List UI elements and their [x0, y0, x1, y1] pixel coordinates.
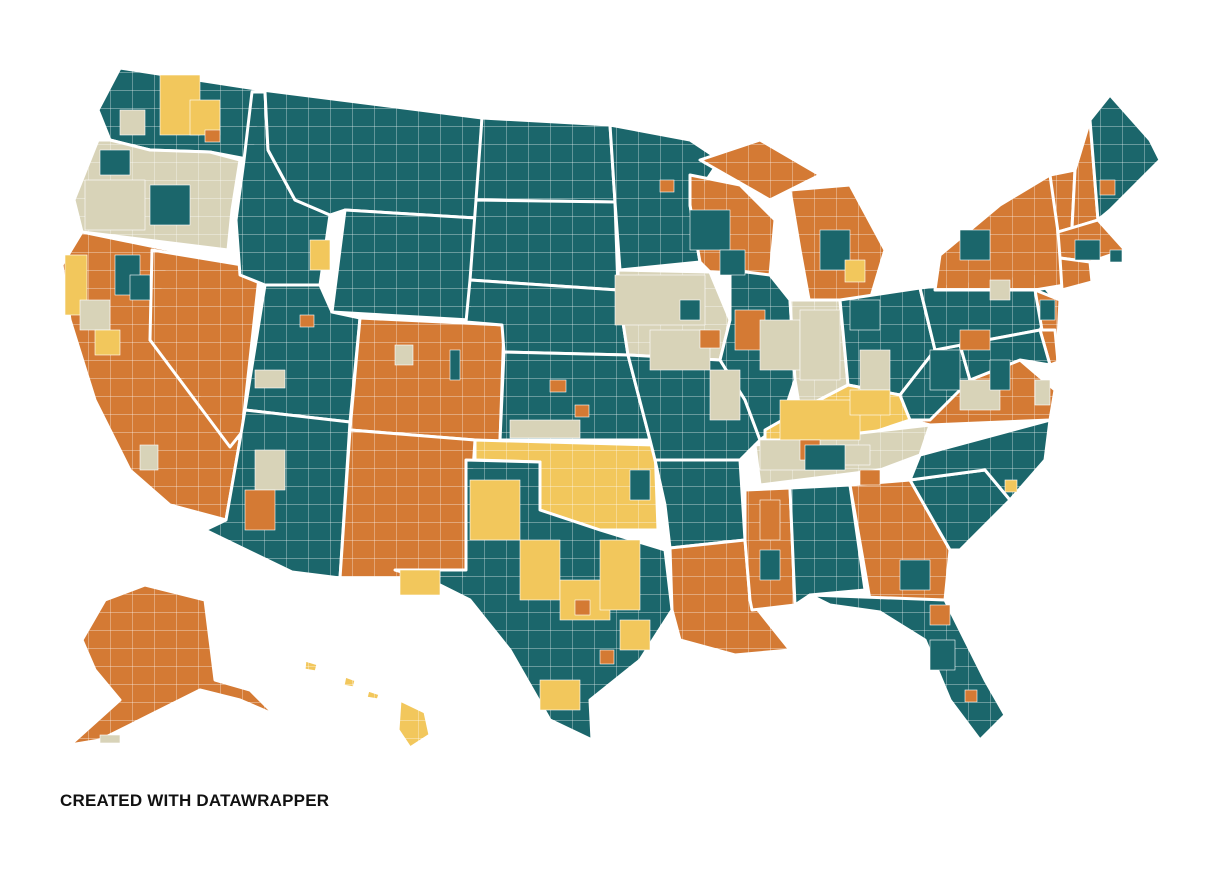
county-lines-vt [1050, 170, 1075, 232]
county-lines-ks [500, 352, 650, 440]
county-lines-az [205, 410, 350, 578]
county-lines-me [1090, 95, 1160, 220]
county-patch [539, 679, 581, 711]
county-patch [899, 559, 931, 591]
county-patch [629, 469, 651, 501]
county-patch [799, 309, 841, 381]
county-patch [679, 299, 701, 321]
county-lines-nm [340, 430, 475, 578]
county-patch [959, 229, 991, 261]
county-patch [254, 369, 286, 389]
county-patch [989, 279, 1011, 301]
county-patch [244, 489, 276, 531]
county-patch [819, 229, 851, 271]
county-lines-ne [466, 280, 628, 355]
county-patch [719, 249, 746, 276]
county-patch [309, 239, 331, 271]
us-county-choropleth-map [60, 66, 1162, 750]
county-patch [849, 389, 891, 416]
county-patch [689, 209, 731, 251]
county-patch [659, 179, 675, 193]
county-patch [299, 314, 315, 328]
county-patch [844, 259, 866, 283]
county-patch [129, 274, 151, 301]
county-patch [759, 549, 781, 581]
county-patch [599, 539, 641, 611]
county-patch [509, 419, 581, 439]
county-patch [574, 599, 591, 616]
county-patch [399, 569, 441, 596]
county-patch [84, 179, 146, 231]
county-lines-co [350, 318, 504, 442]
county-patch [759, 499, 781, 541]
county-patch [709, 369, 741, 421]
county-patch [929, 349, 961, 391]
county-lines-sc [910, 470, 1010, 550]
county-lines-fl [810, 595, 1005, 740]
county-patch [804, 444, 846, 471]
county-patch [1074, 239, 1101, 261]
county-patch [519, 539, 561, 601]
county-patch [599, 649, 615, 665]
county-lines-ct [1060, 258, 1092, 290]
county-lines-nh [1072, 120, 1098, 228]
county-patch [99, 734, 121, 744]
county-patch [699, 329, 721, 349]
county-patch [394, 344, 414, 366]
county-patch [1034, 379, 1051, 406]
county-patch [849, 299, 881, 331]
county-patch [959, 329, 991, 351]
county-patch [449, 349, 461, 381]
county-lines-id [236, 92, 330, 285]
county-patch [469, 479, 521, 541]
county-patch [149, 184, 191, 226]
county-patch [964, 689, 978, 703]
datawrapper-credit: CREATED WITH DATAWRAPPER [60, 791, 330, 810]
county-lines-al [790, 485, 865, 605]
county-lines-wy [332, 210, 476, 320]
county-patch [79, 299, 111, 331]
county-lines-la [670, 540, 790, 655]
county-patch [929, 639, 956, 671]
county-patch [254, 449, 286, 491]
county-patch [549, 379, 567, 393]
county-patch [99, 149, 131, 176]
county-patch [759, 319, 801, 371]
county-lines-hi [304, 660, 430, 748]
county-lines-pa [920, 275, 1055, 350]
county-lines-ms [745, 488, 795, 610]
county-patch [859, 349, 891, 391]
county-patch [929, 604, 951, 626]
county-patch [1109, 249, 1123, 263]
county-patch [859, 469, 881, 486]
county-patch [779, 399, 861, 441]
county-mixed-colors [64, 74, 1123, 744]
county-lines-ak [70, 585, 275, 745]
county-patch [139, 444, 159, 471]
county-patch [989, 359, 1011, 391]
county-lines-nv [150, 250, 260, 447]
county-patch [574, 404, 590, 418]
county-patch [204, 129, 221, 143]
county-patch [1039, 299, 1056, 321]
county-patch [119, 109, 146, 136]
county-lines-ar [655, 460, 745, 548]
map-canvas [60, 66, 1162, 750]
county-patch [619, 619, 651, 651]
county-lines-ny [935, 175, 1065, 290]
county-patch [1099, 179, 1116, 196]
county-lines-de [1040, 330, 1058, 365]
county-lines-ok [475, 440, 658, 530]
county-lines-sd [470, 200, 618, 290]
county-lines-mt [262, 90, 482, 218]
county-patch [1004, 479, 1018, 493]
county-patch [94, 329, 121, 356]
county-lines-nd [476, 118, 615, 202]
